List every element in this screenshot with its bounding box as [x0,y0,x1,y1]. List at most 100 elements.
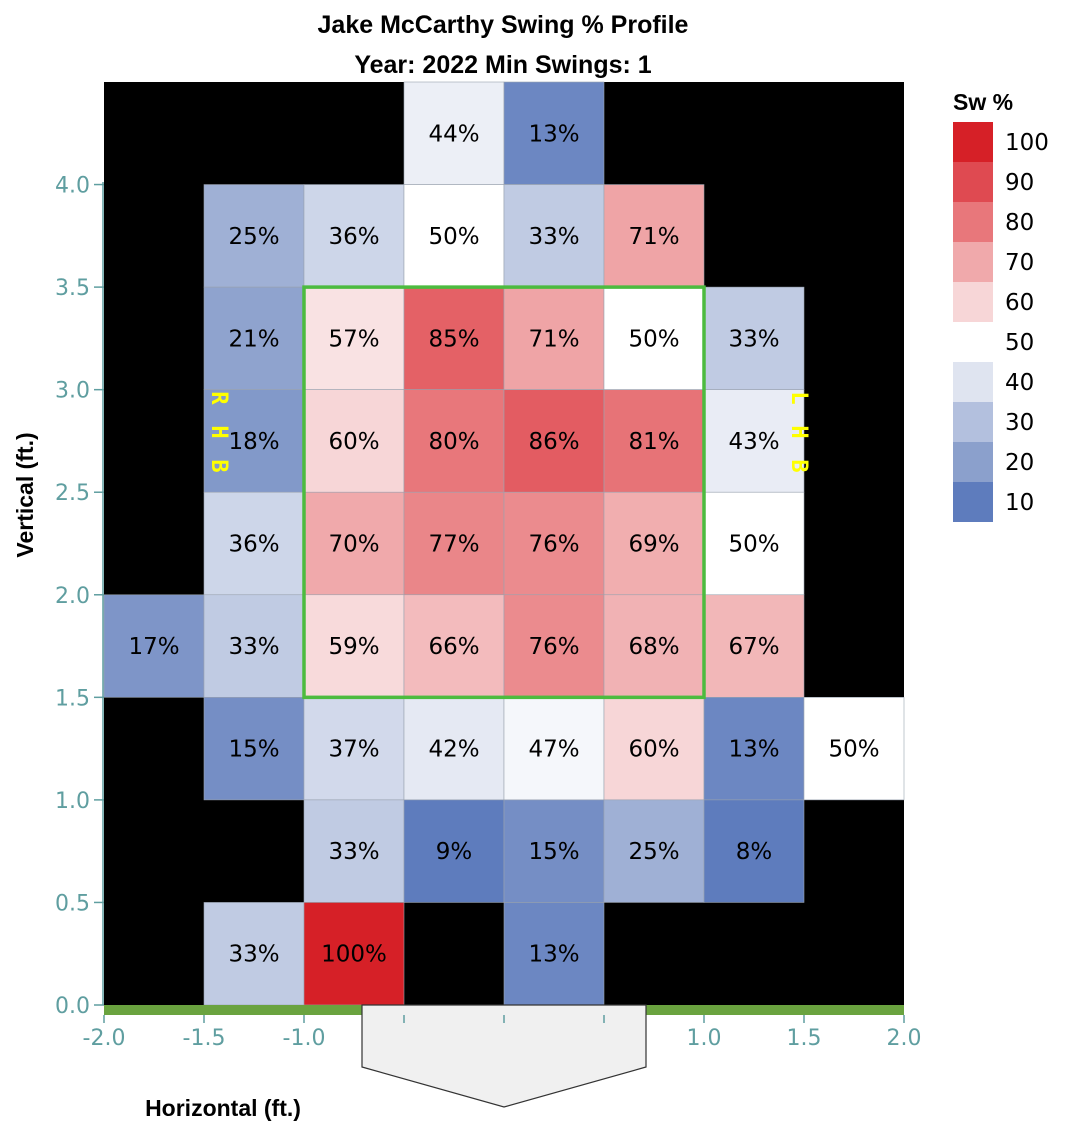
cell-value-label: 33% [228,942,279,968]
x-tick-label: -2.0 [83,1026,126,1051]
cell-value-label: 21% [228,326,279,352]
heatmap-cell [703,389,805,493]
heatmap-cell [403,81,505,185]
legend-swatch [953,242,993,282]
legend-swatch [953,482,993,522]
heatmap-cell-labels: 44% 13% 25% 36% 50% 33% 71% 21% 57% 85% 71% 50% 33% 1… [128,121,879,967]
cell-value-label: 86% [528,429,579,455]
y-tick-label: 0.5 [55,891,90,916]
heatmap-cell [203,286,305,390]
left-batter-side-letter: B [206,459,231,472]
cell-value-label: 15% [228,737,279,763]
heatmap-cells [103,81,905,1006]
legend-label: 80 [1005,210,1034,236]
cell-value-label: 33% [528,224,579,250]
cell-value-label: 42% [428,737,479,763]
heatmap-cell [303,389,405,493]
heatmap-cell [503,184,605,288]
cell-value-label: 33% [728,326,779,352]
heatmap-cell [703,286,805,390]
legend-label: 40 [1005,370,1034,396]
cell-value-label: 43% [728,429,779,455]
cell-value-label: 9% [436,839,473,865]
cell-value-label: 80% [428,429,479,455]
heatmap-cell [503,389,605,493]
heatmap-cell [703,697,805,801]
cell-value-label: 81% [628,429,679,455]
heatmap-cell [303,902,405,1006]
cell-value-label: 8% [736,839,773,865]
chart-title: Jake McCarthy Swing % Profile [318,11,689,39]
cell-value-label: 50% [828,737,879,763]
x-tick-label: 1.0 [687,1026,722,1051]
strike-zone-box [302,285,706,700]
cell-value-label: 76% [528,634,579,660]
heatmap-cell [303,184,405,288]
x-tick-label: -1.5 [183,1026,226,1051]
legend-label: 90 [1005,170,1034,196]
legend-label: 20 [1005,450,1034,476]
cell-value-label: 59% [328,634,379,660]
cell-value-label: 68% [628,634,679,660]
legend-swatch [953,402,993,442]
y-tick-label: 1.5 [55,686,90,711]
y-axis: 0.0 0.5 1.0 1.5 2.0 2.5 3.0 3.5 4.0 [55,174,104,1019]
heatmap-cell [403,286,505,390]
cell-value-label: 50% [628,326,679,352]
heatmap-cell [603,491,705,596]
cell-value-label: 60% [328,429,379,455]
cell-value-label: 15% [528,839,579,865]
legend-label: 70 [1005,250,1034,276]
cell-value-label: 47% [528,737,579,763]
x-axis: -2.0-1.5-1.0-0.50.00.51.01.52.0 [83,1015,922,1051]
heatmap-cell [603,184,705,288]
left-batter-side-letter: H [206,425,231,438]
heatmap-cell [403,799,505,903]
cell-value-label: 13% [728,737,779,763]
cell-value-label: 25% [628,839,679,865]
heatmap-cell [403,491,505,596]
cell-value-label: 50% [728,532,779,558]
cell-value-label: 77% [428,532,479,558]
heatmap-cell [203,389,305,493]
cell-value-label: 13% [528,121,579,147]
legend-swatch [953,442,993,482]
heatmap-cell [503,81,605,185]
legend-swatch [953,122,993,162]
batter-side-labels: R H B L H B [206,391,811,472]
heatmap-cell [503,902,605,1006]
heatmap-cell [303,286,405,390]
legend-label: 10 [1005,490,1034,516]
heatmap-cell [103,594,205,698]
legend-swatch [953,162,993,202]
cell-value-label: 36% [228,532,279,558]
right-batter-side-letter: B [786,459,811,472]
cell-value-label: 71% [628,224,679,250]
heatmap-cell [503,594,605,698]
cell-value-label: 69% [628,532,679,558]
heatmap-cell [403,389,505,493]
heatmap-cell [203,491,305,596]
chart-subtitle: Year: 2022 Min Swings: 1 [354,51,651,79]
x-tick-label: 1.5 [787,1026,822,1051]
y-tick-label: 2.5 [55,481,90,506]
y-tick-label: 3.5 [55,276,90,301]
heatmap-cell [203,697,305,801]
legend-swatch [953,322,993,362]
legend-title: Sw % [953,89,1013,115]
heatmap-cell [703,594,805,698]
heatmap-cell [603,799,705,903]
legend: 100 90 80 70 60 50 40 30 20 10 [953,122,1049,522]
x-tick-label: 2.0 [887,1026,922,1051]
x-tick-label: -1.0 [283,1026,326,1051]
cell-value-label: 36% [328,224,379,250]
heatmap-cell [703,799,805,903]
heatmap-cell [303,697,405,801]
heatmap-cell [603,697,705,801]
heatmap-cell [303,491,405,596]
left-batter-side-letter: R [206,391,231,405]
cell-value-label: 33% [228,634,279,660]
cell-value-label: 18% [228,429,279,455]
x-axis-title: Horizontal (ft.) [145,1095,301,1121]
